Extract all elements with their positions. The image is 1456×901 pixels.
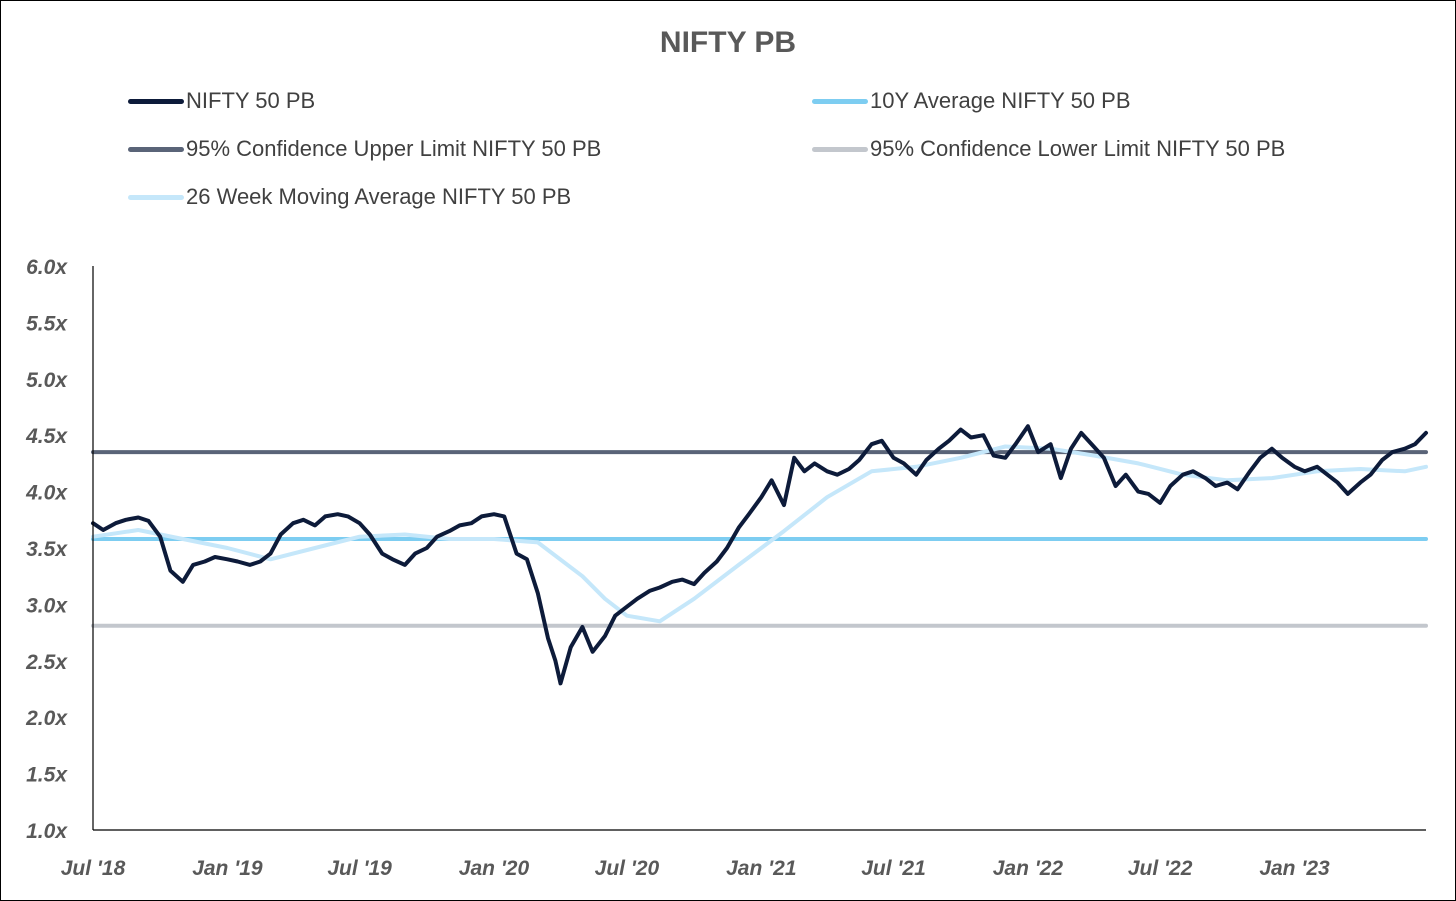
legend-label-lower-limit: 95% Confidence Lower Limit NIFTY 50 PB: [870, 136, 1286, 161]
legend-item-upper-limit: 95% Confidence Upper Limit NIFTY 50 PB: [128, 136, 601, 162]
x-tick-label: Jan '20: [459, 857, 530, 880]
y-tick-label: 3.0x: [26, 594, 68, 617]
x-tick-label: Jul '21: [861, 857, 926, 880]
y-tick-label: 4.0x: [25, 482, 68, 505]
y-tick-label: 4.5x: [25, 425, 68, 448]
series-line-26w-moving-average: [91, 444, 1428, 624]
y-tick-label: 5.5x: [26, 312, 68, 335]
x-tick-label: Jul '18: [61, 857, 126, 880]
legend-label-nifty-pb: NIFTY 50 PB: [186, 88, 316, 113]
legend-swatch-nifty-pb: [128, 98, 184, 104]
legend-label-upper-limit: 95% Confidence Upper Limit NIFTY 50 PB: [186, 136, 602, 161]
y-axis-ticks: 6.0x 5.5x 5.0x 4.5x 4.0x 3.5x 3.0x 2.5x 2.0x 1.5x…: [25, 256, 68, 843]
legend-item-lower-limit: 95% Confidence Lower Limit NIFTY 50 PB: [812, 136, 1285, 162]
legend-item-10y-average: 10Y Average NIFTY 50 PB: [812, 88, 1131, 114]
x-tick-label: Jan '19: [192, 857, 263, 880]
legend-label-26w-moving-average: 26 Week Moving Average NIFTY 50 PB: [186, 184, 572, 209]
y-tick-label: 2.0x: [25, 707, 68, 730]
legend-swatch-upper-limit: [128, 146, 184, 152]
legend-item-26w-moving-average: 26 Week Moving Average NIFTY 50 PB: [128, 184, 571, 210]
y-tick-label: 1.5x: [26, 764, 68, 787]
y-tick-label: 5.0x: [26, 369, 68, 392]
x-tick-label: Jul '20: [595, 857, 660, 880]
y-tick-label: 6.0x: [26, 256, 68, 279]
x-tick-label: Jul '22: [1128, 857, 1193, 880]
legend-swatch-10y-average: [812, 98, 868, 104]
chart-title: NIFTY PB: [659, 26, 797, 59]
x-tick-label: Jan '23: [1259, 857, 1330, 880]
x-tick-label: Jul '19: [327, 857, 392, 880]
legend-swatch-26w-moving-average: [128, 194, 184, 200]
x-tick-label: Jan '22: [993, 857, 1064, 880]
x-axis-ticks: Jul '18 Jan '19 Jul '19 Jan '20 Jul '20 Jan '…: [61, 857, 1330, 880]
legend-swatch-lower-limit: [812, 146, 868, 152]
y-tick-label: 3.5x: [26, 538, 68, 561]
series-layer: [91, 424, 1428, 686]
y-tick-label: 2.5x: [25, 651, 68, 674]
y-tick-label: 1.0x: [26, 820, 68, 843]
legend-item-nifty-pb: NIFTY 50 PB: [128, 88, 315, 114]
legend-label-10y-average: 10Y Average NIFTY 50 PB: [870, 88, 1131, 113]
series-line-nifty-pb: [91, 424, 1428, 686]
x-tick-label: Jan '21: [726, 857, 796, 880]
